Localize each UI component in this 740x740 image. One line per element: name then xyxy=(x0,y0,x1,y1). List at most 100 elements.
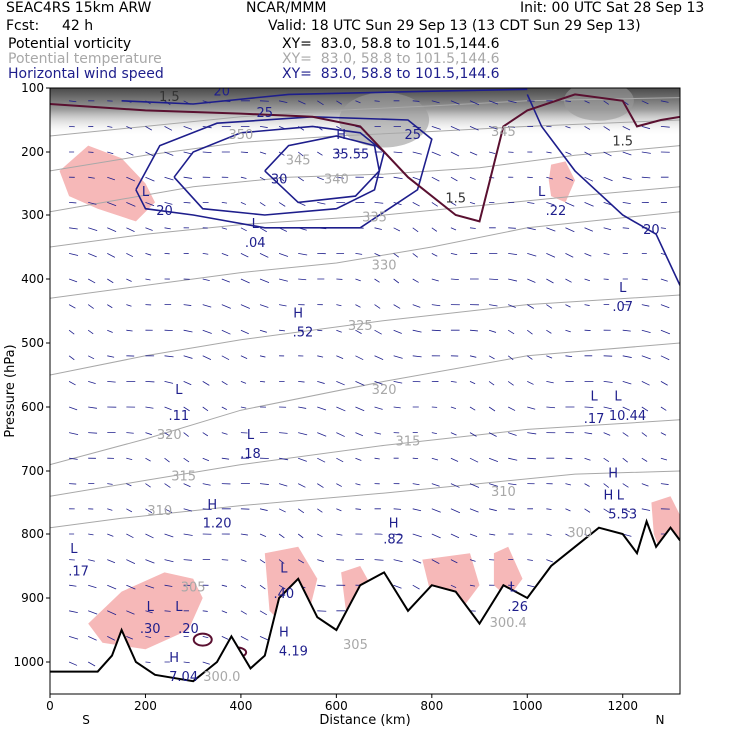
wind-vector xyxy=(240,406,247,409)
wind-vector xyxy=(546,329,552,334)
wind-vector xyxy=(374,253,381,257)
wind-vector xyxy=(488,508,497,512)
wind-vector xyxy=(469,584,476,587)
wind-vector xyxy=(221,381,228,386)
contour-label: .82 xyxy=(383,533,404,548)
wind-vector xyxy=(87,329,94,335)
contour-label: 20 xyxy=(214,85,231,100)
wind-vector xyxy=(603,126,611,131)
wind-vector xyxy=(279,304,287,307)
pv-fill-region xyxy=(548,161,575,203)
wind-vector xyxy=(469,406,476,411)
wind-vector xyxy=(221,584,228,587)
wind-vector xyxy=(584,483,590,487)
wind-vector xyxy=(431,457,439,461)
wind-vector xyxy=(469,508,479,513)
field-name-wind: Horizontal wind speed xyxy=(8,66,164,82)
wind-vector xyxy=(622,355,632,358)
wind-vector xyxy=(88,253,97,258)
wind-vector xyxy=(88,610,98,615)
contour-label: 25 xyxy=(256,106,273,121)
wind-vector xyxy=(603,227,612,231)
wind-vector xyxy=(431,151,441,156)
wind-vector xyxy=(603,253,610,255)
wind-vector xyxy=(107,381,116,383)
wind-vector xyxy=(202,508,212,511)
wind-vector xyxy=(298,381,305,383)
wind-vector xyxy=(584,304,590,306)
wind-vector xyxy=(469,457,479,463)
wind-vector xyxy=(107,202,117,207)
wind-vector xyxy=(107,126,113,128)
wind-vector xyxy=(603,176,613,182)
wind-vector xyxy=(412,355,422,358)
wind-vector xyxy=(488,457,499,463)
contour-label: 325 xyxy=(348,319,373,334)
wind-vector xyxy=(355,278,361,282)
wind-vector xyxy=(412,508,422,512)
wind-vector xyxy=(469,126,479,131)
wind-vector xyxy=(412,151,422,155)
contour-label: L xyxy=(538,185,546,200)
wind-vector xyxy=(107,151,114,155)
wind-vector xyxy=(527,559,533,561)
wind-vector xyxy=(126,304,132,307)
wind-vector xyxy=(622,457,628,463)
wind-vector xyxy=(488,329,497,333)
wind-vector xyxy=(88,432,98,434)
contour-label: 5.53 xyxy=(608,507,637,522)
wind-vector xyxy=(355,483,361,486)
wind-vector xyxy=(107,253,116,258)
wind-vector xyxy=(488,151,496,155)
wind-vector xyxy=(374,432,382,435)
wind-vector xyxy=(68,329,75,335)
wind-vector xyxy=(259,202,266,207)
wind-vector xyxy=(107,483,113,485)
wind-vector xyxy=(622,176,632,180)
wind-vector xyxy=(488,381,495,386)
y-axis-title: Pressure (hPa) xyxy=(3,344,18,437)
wind-vector xyxy=(317,483,324,488)
wind-vector xyxy=(221,610,228,614)
wind-vector xyxy=(660,329,671,335)
init-time: Init: 00 UTC Sat 28 Sep 13 xyxy=(520,0,705,16)
y-tick-label: 700 xyxy=(21,464,44,478)
wind-vector xyxy=(126,202,136,207)
contour-label: L xyxy=(147,600,155,615)
wind-vector xyxy=(622,432,629,437)
wind-vector xyxy=(202,278,210,282)
wind-vector xyxy=(450,457,459,462)
wind-vector xyxy=(145,227,153,231)
wind-vector xyxy=(336,533,343,536)
wind-vector xyxy=(393,304,401,309)
wind-vector xyxy=(145,381,155,383)
wind-vector xyxy=(317,202,326,205)
wind-vector xyxy=(68,278,78,283)
wind-vector xyxy=(164,559,174,563)
wind-vector xyxy=(584,227,594,232)
wind-vector xyxy=(431,253,438,257)
wind-vector xyxy=(145,126,153,131)
wind-vector xyxy=(145,610,153,614)
wind-speed-contour xyxy=(264,135,381,204)
forecast-label: Fcst: xyxy=(6,18,40,34)
wind-vector xyxy=(126,278,132,282)
wind-vector xyxy=(489,304,498,307)
wind-vector xyxy=(622,202,631,205)
contour-label: H xyxy=(293,306,303,321)
wind-vector xyxy=(88,584,97,589)
contour-label: .11 xyxy=(169,409,190,424)
wind-vector xyxy=(412,227,419,233)
contour-label: 1.5 xyxy=(445,191,466,206)
wind-vector xyxy=(336,304,342,307)
wind-vector xyxy=(565,151,572,155)
wind-vector xyxy=(221,253,229,257)
wind-vector xyxy=(126,176,136,182)
contour-label: 10.44 xyxy=(609,409,646,424)
wind-vector xyxy=(660,278,668,282)
wind-vector xyxy=(527,584,535,588)
wind-vector xyxy=(565,355,573,358)
wind-vector xyxy=(450,508,461,514)
contour-label: H xyxy=(389,517,399,532)
wind-vector xyxy=(164,508,173,513)
